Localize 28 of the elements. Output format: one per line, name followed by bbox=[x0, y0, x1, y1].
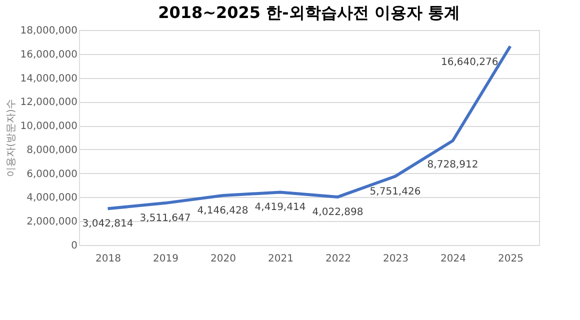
data-label: 16,640,276 bbox=[440, 57, 498, 68]
data-label: 5,751,426 bbox=[370, 186, 421, 198]
x-tick-label: 2022 bbox=[326, 254, 351, 264]
x-tick-label: 2020 bbox=[210, 254, 236, 264]
x-tick-label: 2025 bbox=[498, 254, 524, 264]
y-tick-label: 14,000,000 bbox=[20, 73, 78, 84]
data-label: 4,022,898 bbox=[312, 206, 364, 218]
x-tick-label: 2018 bbox=[96, 254, 121, 264]
y-tick-label: 6,000,000 bbox=[26, 168, 78, 180]
data-label: 8,728,912 bbox=[427, 160, 478, 171]
y-tick-label: 2,000,000 bbox=[26, 216, 78, 228]
y-tick-label: 8,000,000 bbox=[26, 144, 78, 156]
y-tick-label: 0 bbox=[71, 240, 78, 252]
y-axis-title: 이용자(방문자)수 bbox=[6, 99, 18, 177]
y-tick-label: 18,000,000 bbox=[20, 26, 78, 36]
chart-title: 2018~2025 한-외학습사전 이용자 통계 bbox=[158, 3, 460, 22]
y-tick-label: 16,000,000 bbox=[20, 49, 78, 60]
x-tick-label: 2019 bbox=[153, 254, 178, 264]
x-tick-label: 2021 bbox=[268, 254, 294, 264]
x-tick-label: 2024 bbox=[440, 254, 466, 264]
data-label: 4,419,414 bbox=[254, 202, 306, 214]
y-tick-label: 4,000,000 bbox=[26, 192, 78, 204]
data-label: 3,511,647 bbox=[140, 213, 191, 224]
x-tick-label: 2023 bbox=[383, 254, 408, 264]
data-label: 4,146,428 bbox=[197, 205, 248, 216]
y-tick-label: 10,000,000 bbox=[20, 121, 78, 132]
data-label: 3,042,814 bbox=[82, 218, 134, 230]
y-tick-label: 12,000,000 bbox=[20, 97, 78, 108]
